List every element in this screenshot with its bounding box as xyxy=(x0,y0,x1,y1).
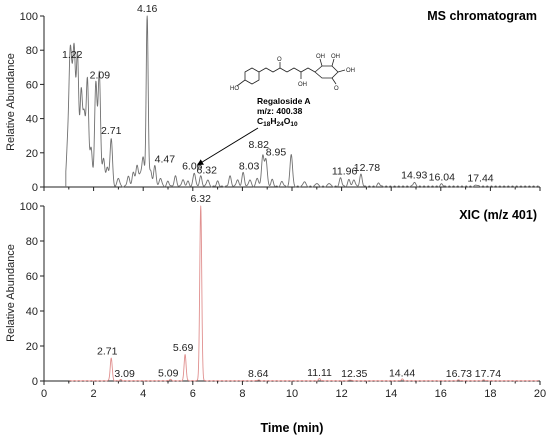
peak-label: 17.44 xyxy=(467,172,493,184)
y-axis-title: Relative Abundance xyxy=(5,244,17,342)
x-tick-label: 8 xyxy=(239,388,245,400)
structure-oh-label: OH xyxy=(331,54,340,60)
y-tick-label: 100 xyxy=(20,201,38,213)
x-tick-label: 2 xyxy=(91,388,97,400)
peak-label: 4.47 xyxy=(155,153,176,165)
x-tick-label: 6 xyxy=(190,388,196,400)
peak-label: 1.22 xyxy=(62,49,83,61)
xic-panel: 0 20 40 60 80 100 0 2 4 6 8 10 12 14 16 18 20 Relative Ab… xyxy=(5,193,546,435)
peak-label: 2.09 xyxy=(90,69,111,81)
peak-label: 4.16 xyxy=(137,3,158,15)
y-tick-label: 0 xyxy=(32,182,38,194)
panel-title: XIC (m/z 401) xyxy=(459,208,537,222)
peak-label: 11.11 xyxy=(307,367,332,379)
chromatogram-trace xyxy=(69,205,539,382)
y-tick-label: 20 xyxy=(26,341,38,353)
compound-formula: C18H24O10 xyxy=(257,116,298,128)
peak-label: 2.71 xyxy=(101,125,122,137)
peak-label: 5.09 xyxy=(158,368,179,380)
x-tick-label: 14 xyxy=(385,388,397,400)
x-tick-label: 12 xyxy=(335,388,347,400)
peak-label: 14.93 xyxy=(401,170,427,182)
peak-label: 17.74 xyxy=(475,368,501,380)
x-tick-label: 10 xyxy=(286,388,298,400)
x-tick-label: 0 xyxy=(41,388,47,400)
peak-label: 16.73 xyxy=(446,368,472,380)
chromatogram-trace xyxy=(65,15,539,188)
y-tick-label: 100 xyxy=(20,11,38,23)
peak-label: 8.64 xyxy=(248,368,269,380)
peak-label: 8.82 xyxy=(249,139,270,151)
y-tick-label: 80 xyxy=(26,236,38,248)
peak-label: 5.69 xyxy=(173,342,194,354)
compound-mz: m/z: 400.38 xyxy=(257,106,303,116)
structure-oh-label: OH xyxy=(316,54,325,60)
ms-chromatogram-panel: 0 20 40 60 80 100 Relative Abundance MS chromat… xyxy=(5,3,541,194)
peak-label: 16.04 xyxy=(429,171,455,183)
structure-o-label: O xyxy=(277,57,282,63)
peak-label: 6.32 xyxy=(197,165,218,177)
peak-label: 3.09 xyxy=(114,368,135,380)
x-tick-label: 18 xyxy=(484,388,496,400)
y-tick-label: 60 xyxy=(26,271,38,283)
structure-o-label: O xyxy=(334,86,339,92)
compound-name: Regaloside A xyxy=(257,96,311,106)
regaloside-annotation: HO O OH OH OH OH O Regaloside A m/z: 400… xyxy=(196,54,355,166)
x-tick-label: 20 xyxy=(534,388,546,400)
y-tick-label: 0 xyxy=(32,376,38,388)
y-tick-label: 40 xyxy=(26,114,38,126)
peak-label: 2.71 xyxy=(97,345,118,357)
peak-label: 12.78 xyxy=(354,162,380,174)
peak-label: 14.44 xyxy=(389,367,415,379)
y-tick-label: 80 xyxy=(26,45,38,57)
y-axis-title: Relative Abundance xyxy=(5,53,17,151)
panel-title: MS chromatogram xyxy=(427,9,537,23)
structure-oh-label: OH xyxy=(298,82,307,88)
regaloside-structure-icon xyxy=(236,58,346,87)
y-tick-label: 60 xyxy=(26,79,38,91)
structure-ho-label: HO xyxy=(230,86,239,92)
peak-label: 8.95 xyxy=(266,147,287,159)
annotation-arrow xyxy=(196,127,259,166)
y-tick-label: 20 xyxy=(26,148,38,160)
structure-oh-label: OH xyxy=(346,68,355,74)
peak-label: 11.96 xyxy=(332,165,358,177)
x-axis-title: Time (min) xyxy=(261,421,324,435)
peak-label: 8.03 xyxy=(239,160,260,172)
y-tick-label: 40 xyxy=(26,306,38,318)
peak-label: 12.35 xyxy=(341,368,367,380)
x-tick-label: 4 xyxy=(140,388,146,400)
peak-label: 6.32 xyxy=(191,193,212,205)
x-tick-label: 16 xyxy=(435,388,447,400)
